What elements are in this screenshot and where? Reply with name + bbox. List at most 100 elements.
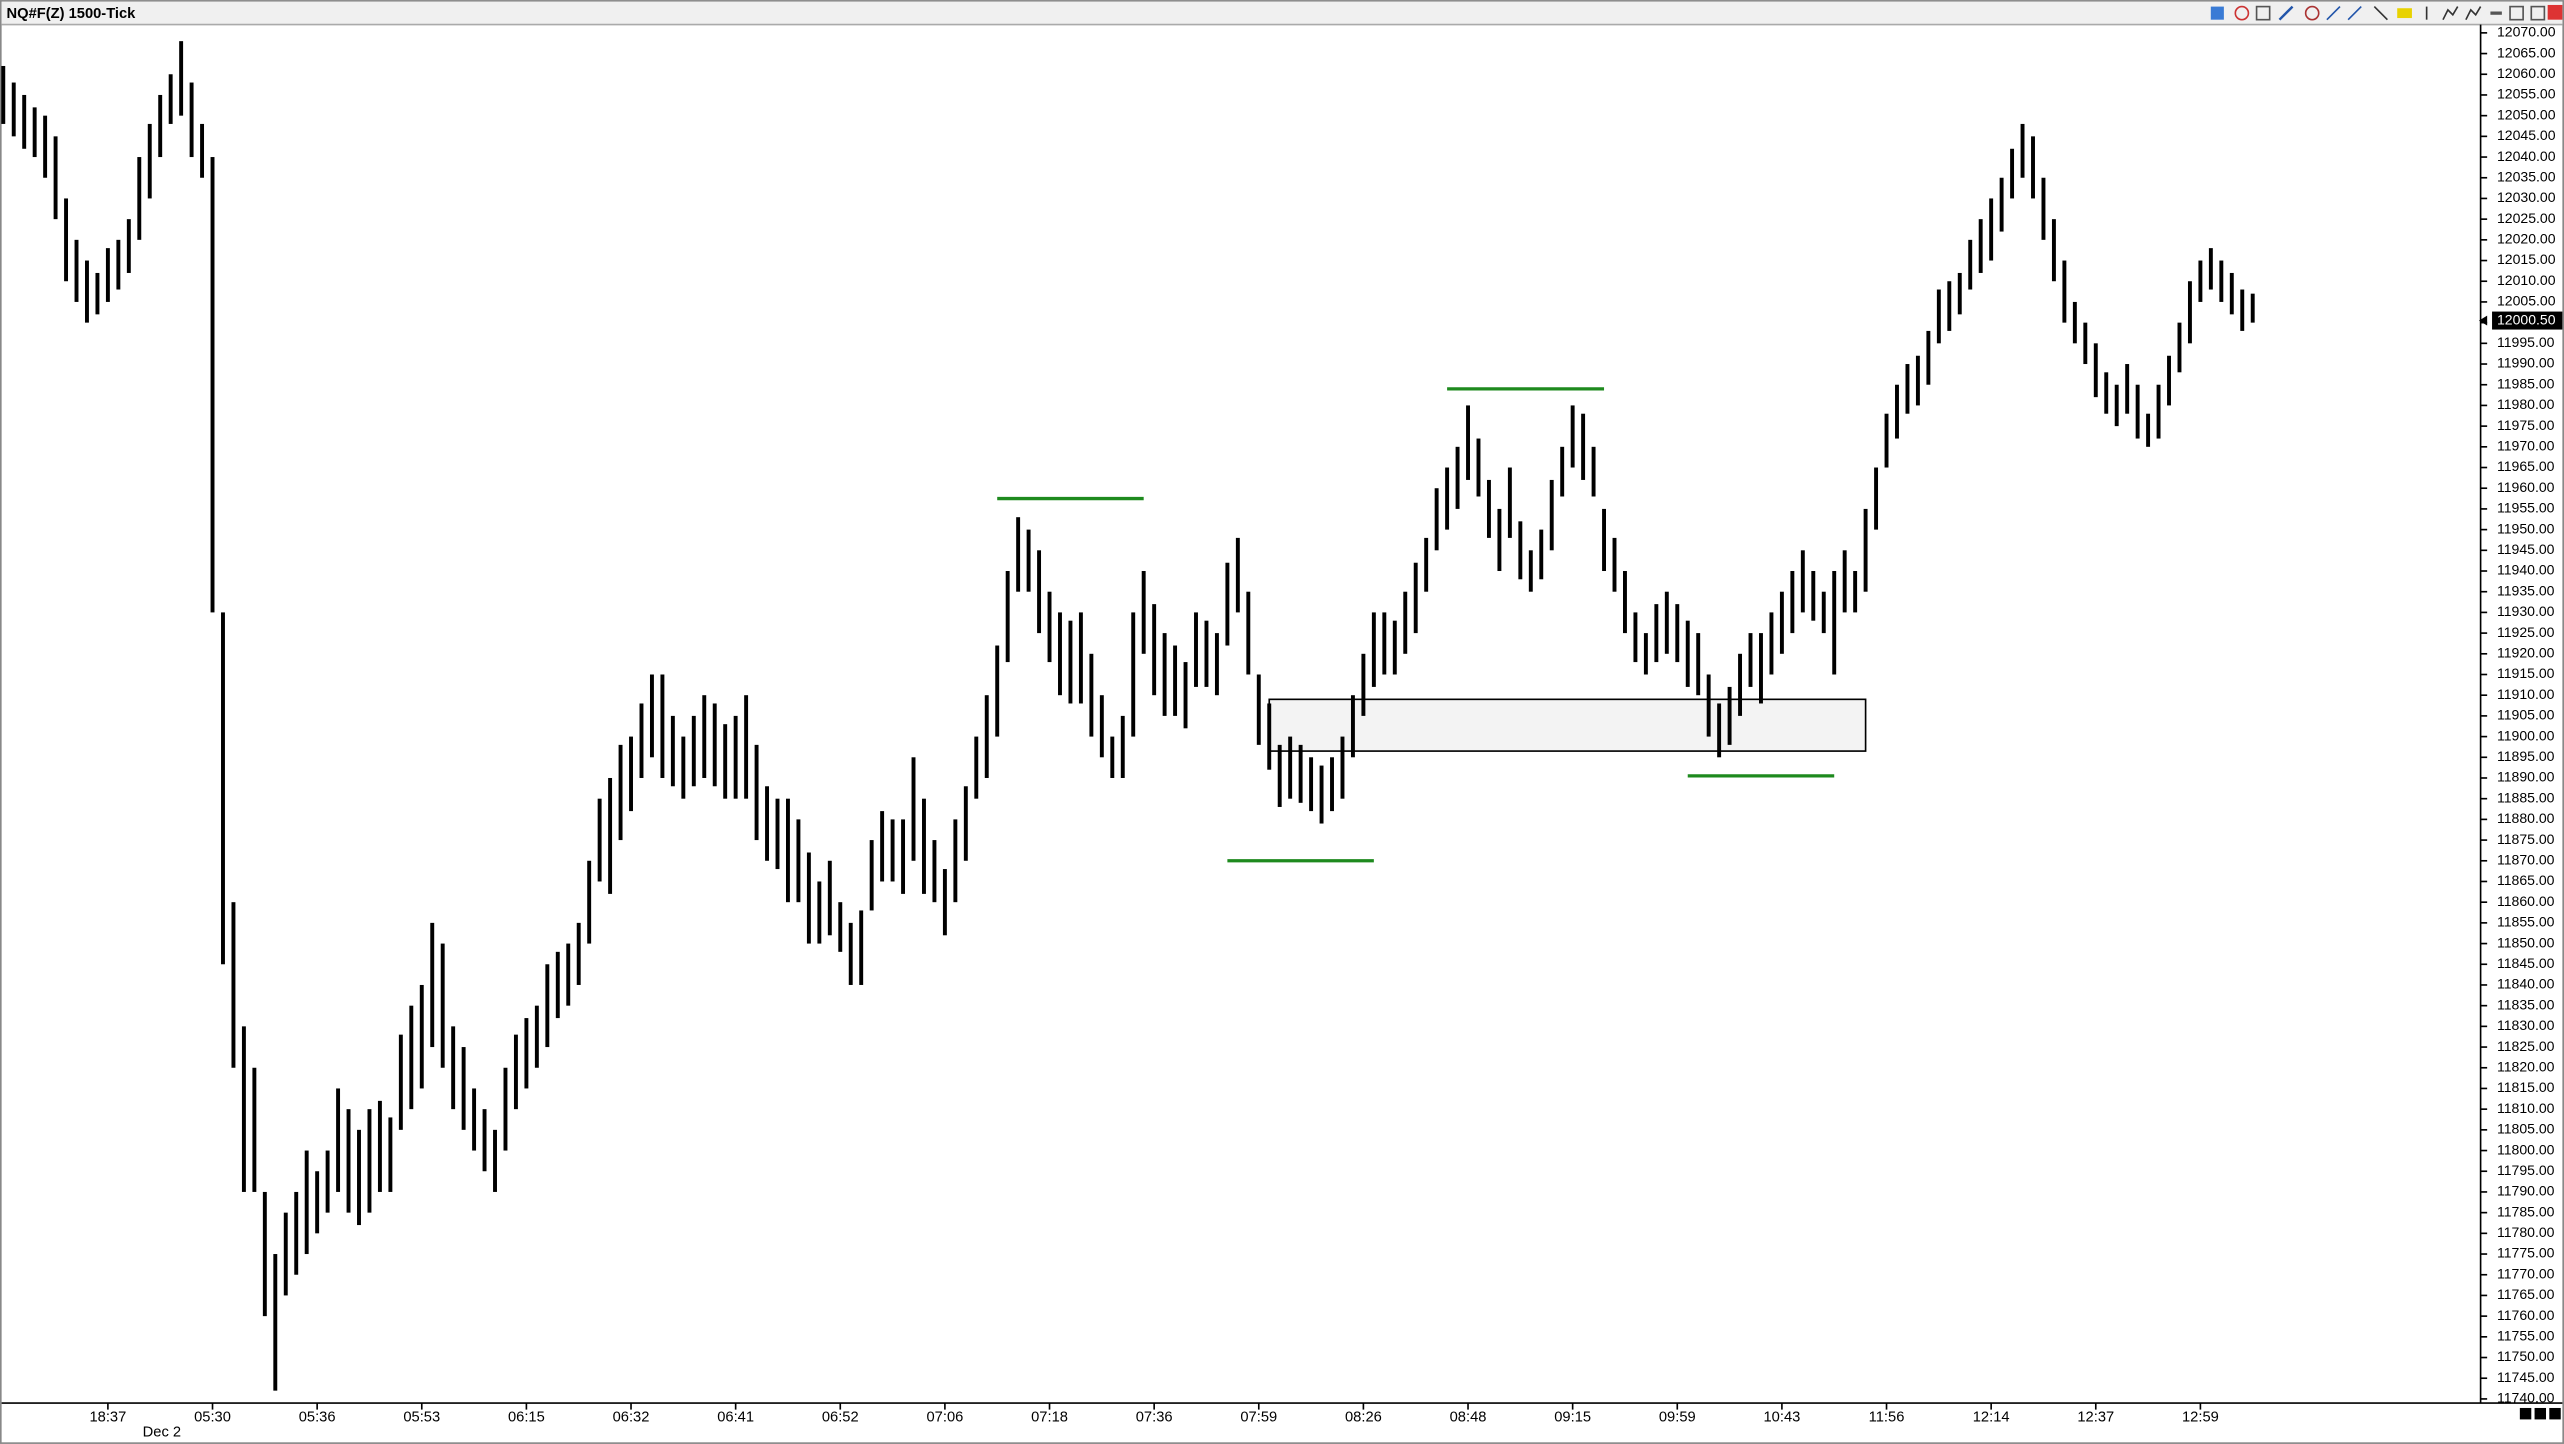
tool-icon[interactable] (2210, 6, 2224, 20)
tool-icon[interactable] (2304, 5, 2320, 21)
y-tick-label: 11905.00 (2497, 707, 2555, 723)
price-bar (901, 819, 906, 894)
price-bar (1895, 384, 1899, 439)
y-tick-label: 11875.00 (2497, 831, 2555, 847)
price-bar (702, 695, 707, 778)
tool-icon[interactable] (2234, 5, 2250, 21)
y-tick-label: 11990.00 (2497, 355, 2555, 371)
price-bar (2125, 364, 2130, 414)
price-bar (85, 260, 89, 323)
price-bar (262, 1191, 267, 1317)
minimize-button[interactable] (2490, 11, 2502, 15)
toolbar[interactable] (2210, 4, 2563, 21)
x-tick-label: 09:15 (1554, 1410, 1591, 1426)
restore-button[interactable] (2509, 5, 2524, 21)
y-tick-label: 11935.00 (2497, 582, 2555, 598)
y-tick-label: 11745.00 (2497, 1369, 2555, 1385)
tool-icon[interactable] (2278, 5, 2294, 21)
price-bar (1068, 620, 1073, 704)
maximize-button[interactable] (2530, 5, 2546, 21)
y-tick-label: 12040.00 (2497, 148, 2556, 164)
price-bar (1058, 612, 1062, 696)
price-bar (545, 964, 550, 1048)
price-bar (11, 82, 16, 137)
price-bar (1968, 239, 1973, 290)
price-bar (1779, 591, 1784, 654)
close-button[interactable] (2547, 4, 2563, 20)
price-bar (1549, 479, 1554, 551)
tool-icon[interactable] (2255, 5, 2271, 21)
price-bar (984, 695, 989, 778)
price-bar (472, 1088, 477, 1151)
price-bar (1256, 674, 1261, 745)
price-bar (869, 840, 874, 911)
tool-icon[interactable] (2442, 6, 2459, 21)
y-tick-label: 12005.00 (2497, 293, 2556, 309)
price-bar (1853, 571, 1858, 613)
price-bar (1476, 438, 1481, 497)
price-bar (325, 1150, 330, 1213)
price-bar (2250, 293, 2255, 323)
price-bar (346, 1109, 351, 1213)
corner-button[interactable] (2519, 1407, 2532, 1420)
price-bar (587, 860, 592, 944)
y-tick-label: 11870.00 (2497, 851, 2555, 867)
price-bar (1539, 529, 1544, 580)
tool-icon[interactable] (2397, 8, 2412, 19)
price-bar (880, 811, 885, 882)
price-bar (1633, 612, 1638, 663)
price-bar (1424, 537, 1429, 592)
price-bar (1738, 653, 1743, 716)
y-tick-label: 11810.00 (2497, 1100, 2555, 1116)
price-bar (1570, 405, 1575, 468)
y-tick-label: 11960.00 (2497, 479, 2555, 495)
x-tick-label: 07:06 (927, 1410, 964, 1426)
y-tick-label: 11970.00 (2497, 438, 2555, 454)
x-tick-label: 06:52 (822, 1410, 859, 1426)
price-bar (1131, 612, 1136, 737)
y-tick-label: 11850.00 (2497, 934, 2555, 950)
price-bar (1340, 736, 1345, 799)
y-tick-label: 12035.00 (2497, 168, 2556, 184)
price-bar (1769, 612, 1774, 675)
price-bar (859, 910, 864, 985)
x-tick-label: 06:41 (717, 1410, 754, 1426)
y-tick-label: 11790.00 (2497, 1183, 2555, 1199)
y-tick-label: 11975.00 (2497, 417, 2555, 433)
price-bar (1047, 591, 1052, 663)
tool-icon[interactable] (2347, 6, 2362, 21)
price-bar (1528, 550, 1533, 592)
tool-icon[interactable] (2326, 6, 2341, 21)
price-bar (2219, 260, 2224, 302)
tool-icon[interactable] (2465, 6, 2482, 21)
price-bar (513, 1034, 518, 1110)
price-bar (1821, 591, 1826, 634)
x-tick-label: 07:18 (1031, 1410, 1068, 1426)
y-tick-label: 11840.00 (2497, 976, 2555, 992)
corner-button[interactable] (2549, 1407, 2561, 1420)
price-bar (137, 157, 142, 240)
price-bar (2156, 384, 2161, 439)
y-tick-label: 11780.00 (2497, 1224, 2555, 1240)
tool-icon[interactable] (2373, 6, 2388, 21)
price-bar (2208, 248, 2213, 290)
price-bar (1863, 508, 1868, 592)
price-bar (555, 951, 560, 1019)
price-bar (1612, 537, 1617, 592)
price-bar (1183, 662, 1188, 729)
y-tick-label: 11805.00 (2497, 1121, 2555, 1137)
price-bar (1319, 765, 1324, 824)
y-tick-label: 11815.00 (2497, 1079, 2555, 1095)
price-bar (1403, 591, 1408, 654)
price-bar (963, 786, 968, 861)
price-bar (1413, 562, 1418, 634)
price-bar (1382, 612, 1387, 675)
y-tick-label: 11760.00 (2497, 1307, 2555, 1323)
price-bar (848, 922, 853, 985)
price-bar (1371, 612, 1376, 687)
price-bar (2198, 260, 2203, 302)
corner-buttons[interactable] (2519, 1407, 2561, 1420)
price-bar (974, 736, 979, 799)
price-bar (691, 715, 696, 787)
corner-button[interactable] (2534, 1407, 2547, 1420)
